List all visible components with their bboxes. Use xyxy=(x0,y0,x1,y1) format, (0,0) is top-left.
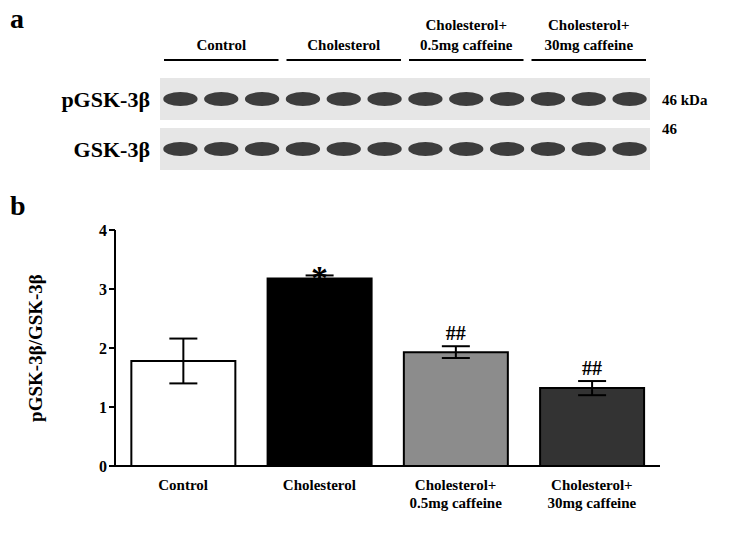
svg-text:Control: Control xyxy=(196,37,246,53)
svg-text:4: 4 xyxy=(99,222,107,239)
svg-text:0: 0 xyxy=(99,458,107,475)
svg-text:Cholesterol+: Cholesterol+ xyxy=(415,477,497,493)
svg-text:##: ## xyxy=(582,357,602,379)
svg-text:Cholesterol+: Cholesterol+ xyxy=(425,17,507,33)
svg-text:Cholesterol: Cholesterol xyxy=(307,37,380,53)
svg-text:46: 46 xyxy=(662,121,678,137)
svg-text:##: ## xyxy=(446,322,466,344)
svg-text:3: 3 xyxy=(99,281,107,298)
svg-text:Cholesterol+: Cholesterol+ xyxy=(551,477,633,493)
svg-text:30mg caffeine: 30mg caffeine xyxy=(544,37,633,53)
svg-text:pGSK-3β/GSK-3β: pGSK-3β/GSK-3β xyxy=(25,274,46,422)
svg-text:0.5mg caffeine: 0.5mg caffeine xyxy=(409,495,502,511)
svg-text:30mg caffeine: 30mg caffeine xyxy=(548,495,637,511)
svg-text:GSK-3β: GSK-3β xyxy=(74,137,150,162)
svg-text:0.5mg caffeine: 0.5mg caffeine xyxy=(420,37,513,53)
svg-text:46 kDa: 46 kDa xyxy=(662,92,708,108)
svg-text:Control: Control xyxy=(158,477,208,493)
svg-text:Cholesterol: Cholesterol xyxy=(283,477,356,493)
svg-text:2: 2 xyxy=(99,340,107,357)
svg-text:pGSK-3β: pGSK-3β xyxy=(61,87,150,112)
svg-text:1: 1 xyxy=(99,399,107,416)
html-text:b: b xyxy=(10,190,26,221)
svg-text:*: * xyxy=(311,259,328,296)
svg-text:Cholesterol+: Cholesterol+ xyxy=(548,17,630,33)
svg-text:a: a xyxy=(10,3,24,34)
